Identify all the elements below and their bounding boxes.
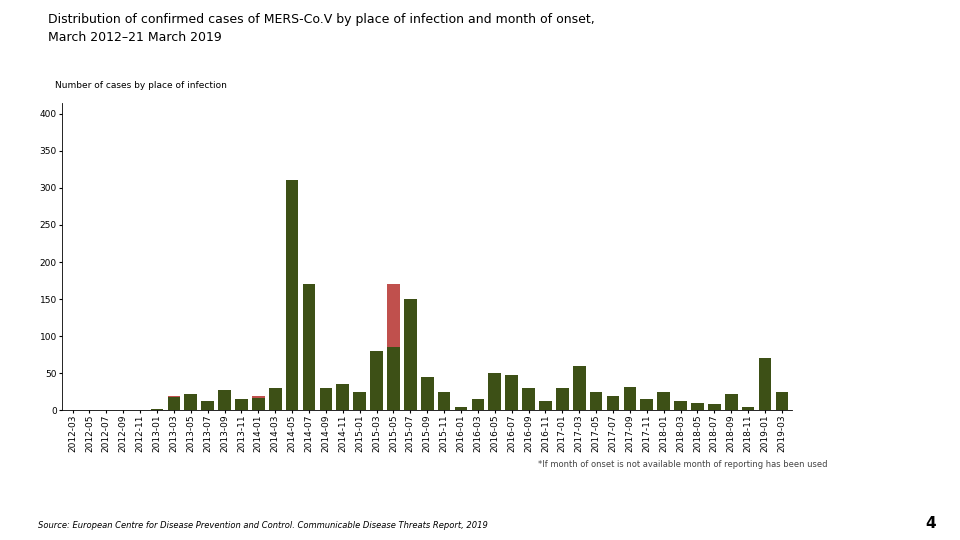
Text: Source: European Centre for Disease Prevention and Control. Communicable Disease: Source: European Centre for Disease Prev… xyxy=(38,521,489,530)
Bar xyxy=(455,407,468,410)
Bar xyxy=(320,388,332,410)
Bar xyxy=(658,392,670,410)
Bar xyxy=(371,351,383,410)
Bar xyxy=(742,407,755,410)
Bar xyxy=(540,402,552,410)
Bar xyxy=(589,392,603,410)
Bar xyxy=(302,285,315,410)
Bar xyxy=(420,377,434,410)
Bar xyxy=(624,387,636,410)
Bar xyxy=(336,384,349,410)
Bar xyxy=(269,388,281,410)
Bar xyxy=(489,373,501,410)
Bar xyxy=(404,299,417,410)
Bar xyxy=(691,403,704,410)
Bar xyxy=(235,399,248,410)
Bar xyxy=(151,409,163,410)
Bar xyxy=(776,392,788,410)
Bar xyxy=(286,180,299,410)
Bar xyxy=(505,375,518,410)
Text: Distribution of confirmed cases of MERS-Co.V by place of infection and month of : Distribution of confirmed cases of MERS-… xyxy=(48,14,595,26)
Bar xyxy=(184,394,197,410)
Bar xyxy=(387,347,399,410)
Bar xyxy=(522,388,535,410)
Bar xyxy=(353,392,366,410)
Bar xyxy=(168,396,180,397)
Text: Number of cases by place of infection: Number of cases by place of infection xyxy=(55,82,227,90)
Bar xyxy=(573,366,586,410)
Text: 4: 4 xyxy=(925,516,936,531)
Bar xyxy=(168,397,180,410)
Bar xyxy=(252,398,265,410)
Bar xyxy=(438,392,450,410)
Bar xyxy=(556,388,568,410)
Bar xyxy=(674,402,686,410)
Bar xyxy=(758,359,771,410)
Bar xyxy=(218,390,230,410)
Bar xyxy=(708,404,721,410)
Bar xyxy=(471,399,484,410)
Bar xyxy=(202,402,214,410)
Text: *If month of onset is not available month of reporting has been used: *If month of onset is not available mont… xyxy=(538,460,828,469)
Bar xyxy=(607,396,619,410)
Bar xyxy=(640,399,653,410)
Text: March 2012–21 March 2019: March 2012–21 March 2019 xyxy=(48,31,222,44)
Bar xyxy=(725,394,737,410)
Bar xyxy=(252,396,265,398)
Bar xyxy=(387,285,399,347)
